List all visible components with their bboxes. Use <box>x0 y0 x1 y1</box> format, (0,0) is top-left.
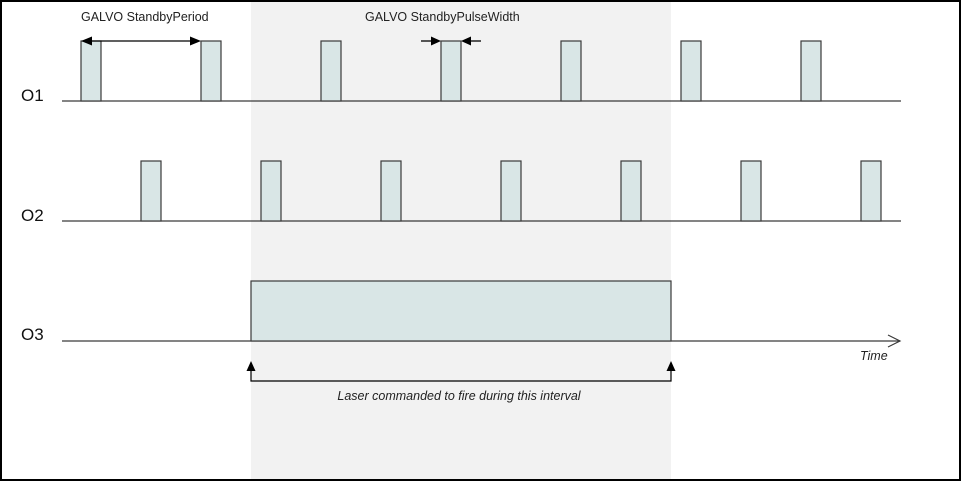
laser-interval-label: Laser commanded to fire during this inte… <box>337 389 581 403</box>
laser-interval-start-arrowhead <box>246 361 256 371</box>
time-axis-label: Time <box>860 349 888 363</box>
channel-label-o1: O1 <box>21 86 44 105</box>
channel-label-o3: O3 <box>21 325 44 344</box>
o1-pulse <box>800 40 822 102</box>
standby-pulse-width-dimension-arrows <box>421 36 481 46</box>
channel-label-o2: O2 <box>21 206 44 225</box>
standby-pulse-width-label: GALVO StandbyPulseWidth <box>365 10 520 24</box>
o2-pulses <box>140 160 882 222</box>
standby-period-label: GALVO StandbyPeriod <box>81 10 209 24</box>
o2-pulse <box>260 160 282 222</box>
time-axis-arrowhead <box>887 334 902 348</box>
o2-pulse <box>740 160 762 222</box>
o1-pulse <box>440 40 462 102</box>
o3-pulse <box>250 280 672 342</box>
o1-pulse <box>320 40 342 102</box>
laser-interval-end-arrowhead <box>666 361 676 371</box>
o1-pulse <box>560 40 582 102</box>
o2-pulse <box>860 160 882 222</box>
standby-period-dimension-arrow <box>81 36 201 46</box>
o1-pulse <box>200 40 222 102</box>
o2-pulse <box>140 160 162 222</box>
o2-pulse <box>620 160 642 222</box>
o2-pulse <box>500 160 522 222</box>
o1-pulse <box>680 40 702 102</box>
o2-pulse <box>380 160 402 222</box>
laser-interval-bracket <box>250 370 672 382</box>
o1-pulse <box>80 40 102 102</box>
o1-pulses <box>80 40 822 102</box>
